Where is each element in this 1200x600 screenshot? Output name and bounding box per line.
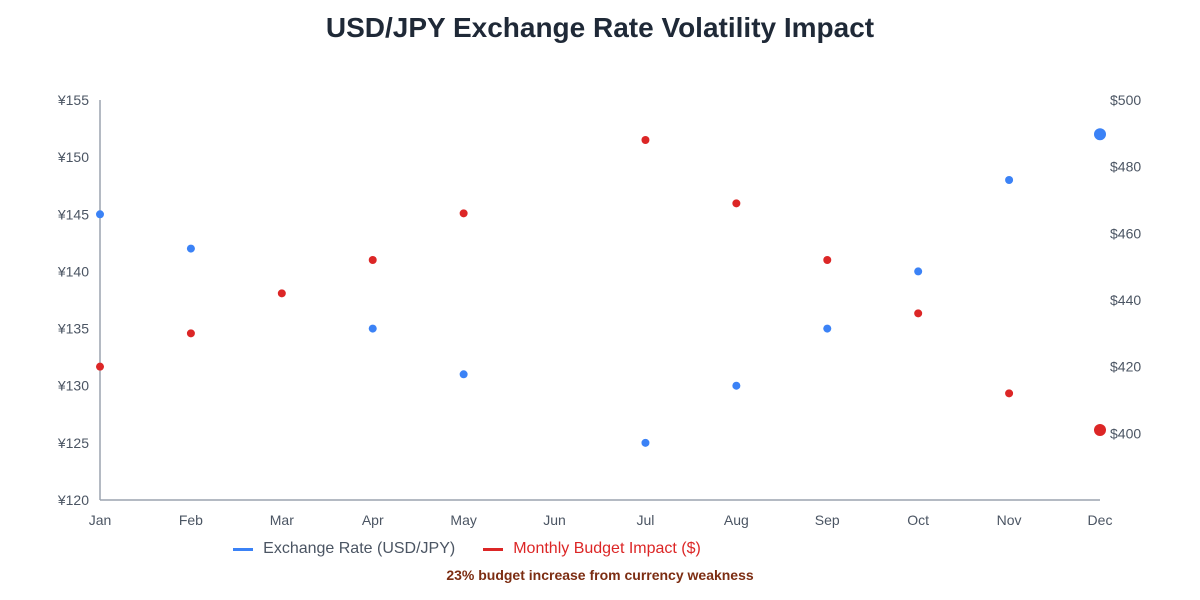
legend-label: Exchange Rate (USD/JPY) bbox=[263, 540, 456, 557]
legend-swatch-red bbox=[483, 547, 504, 551]
left-tick-label: ¥130 bbox=[57, 378, 89, 394]
left-tick-label: ¥145 bbox=[57, 206, 89, 222]
left-tick-label: ¥120 bbox=[57, 492, 89, 508]
x-tick-label: Jun bbox=[543, 512, 566, 528]
data-point-budget-impact bbox=[732, 199, 741, 208]
data-point-budget-impact bbox=[641, 136, 650, 144]
left-tick-label: ¥150 bbox=[57, 149, 89, 165]
right-tick-label: $460 bbox=[1110, 225, 1141, 241]
legend-item-exchange-rate[interactable]: Exchange Rate (USD/JPY) bbox=[233, 540, 455, 558]
right-tick-label: $400 bbox=[1110, 425, 1141, 441]
data-point-exchange-rate bbox=[732, 381, 741, 390]
data-point-exchange-rate bbox=[641, 438, 650, 447]
data-point-budget-impact bbox=[459, 209, 468, 218]
x-tick-label: Oct bbox=[907, 512, 929, 528]
legend-item-budget-impact[interactable]: Monthly Budget Impact ($) bbox=[483, 540, 701, 558]
x-tick-label: Dec bbox=[1088, 512, 1113, 528]
left-tick-label: ¥140 bbox=[57, 263, 89, 279]
chart-title: USD/JPY Exchange Rate Volatility Impact bbox=[325, 12, 875, 43]
data-point-budget-impact bbox=[1005, 389, 1014, 398]
x-tick-label: Jan bbox=[89, 512, 112, 528]
data-point-budget-impact bbox=[914, 309, 923, 318]
x-tick-label: Apr bbox=[362, 512, 384, 528]
right-tick-label: $440 bbox=[1110, 292, 1141, 308]
right-tick-label: $500 bbox=[1110, 92, 1141, 108]
legend: Exchange Rate (USD/JPY) Monthly Budget I… bbox=[0, 540, 1067, 558]
data-point-budget-impact bbox=[1094, 424, 1106, 436]
data-point-exchange-rate bbox=[186, 244, 195, 253]
x-tick-label: Aug bbox=[724, 512, 749, 528]
data-point-exchange-rate bbox=[1094, 128, 1106, 141]
right-tick-label: $420 bbox=[1110, 359, 1141, 375]
legend-swatch-blue bbox=[233, 547, 254, 551]
x-tick-label: Feb bbox=[179, 512, 203, 528]
annotation: 23% budget increase from currency weakne… bbox=[446, 567, 754, 583]
data-point-budget-impact bbox=[277, 289, 286, 298]
data-point-exchange-rate bbox=[823, 324, 832, 333]
data-point-exchange-rate bbox=[96, 210, 104, 219]
x-tick-label: May bbox=[450, 512, 476, 528]
x-tick-label: Mar bbox=[270, 512, 294, 528]
data-point-budget-impact bbox=[96, 362, 104, 371]
left-tick-label: ¥125 bbox=[57, 435, 89, 451]
data-point-exchange-rate bbox=[368, 324, 377, 333]
data-point-budget-impact bbox=[823, 256, 832, 264]
legend-label: Monthly Budget Impact ($) bbox=[513, 540, 701, 557]
data-point-exchange-rate bbox=[459, 370, 468, 379]
data-point-budget-impact bbox=[368, 256, 377, 264]
left-tick-label: ¥155 bbox=[57, 92, 89, 108]
data-point-exchange-rate bbox=[914, 267, 923, 276]
left-tick-label: ¥135 bbox=[57, 321, 89, 337]
x-tick-label: Jul bbox=[637, 512, 655, 528]
x-tick-label: Sep bbox=[815, 512, 840, 528]
data-point-budget-impact bbox=[186, 329, 195, 338]
right-tick-label: $480 bbox=[1110, 159, 1141, 175]
data-point-exchange-rate bbox=[1005, 176, 1014, 184]
x-tick-label: Nov bbox=[997, 512, 1022, 528]
